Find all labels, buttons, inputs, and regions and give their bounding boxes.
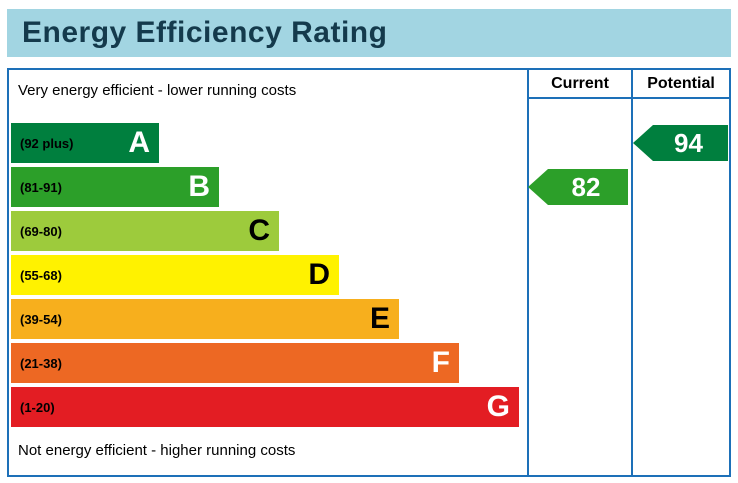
chart-frame: Current Potential Very energy efficient …	[7, 68, 731, 477]
current-column-divider	[527, 70, 529, 475]
band-range-label: (92 plus)	[20, 135, 74, 151]
band-bar-a: (92 plus) A	[11, 123, 159, 163]
potential-column-header: Potential	[647, 75, 715, 92]
band-row-f: (21-38) F	[11, 343, 519, 387]
band-range-label: (55-68)	[20, 267, 62, 283]
band-row-d: (55-68) D	[11, 255, 519, 299]
chart-title: Energy Efficiency Rating	[22, 16, 388, 49]
band-range-label: (1-20)	[20, 399, 55, 415]
bottom-note: Not energy efficient - higher running co…	[18, 442, 296, 459]
rating-bands: (92 plus) A (81-91) B (69-80) C (55-68)	[11, 123, 519, 431]
potential-column-divider	[631, 70, 633, 475]
band-bar-d: (55-68) D	[11, 255, 339, 295]
band-row-e: (39-54) E	[11, 299, 519, 343]
band-row-g: (1-20) G	[11, 387, 519, 431]
top-note: Very energy efficient - lower running co…	[18, 82, 297, 99]
band-range-label: (21-38)	[20, 355, 62, 371]
band-letter: E	[369, 302, 390, 335]
current-rating-value: 82	[571, 171, 601, 202]
band-letter: D	[308, 258, 330, 291]
band-letter: C	[248, 214, 270, 247]
band-range-label: (69-80)	[20, 223, 62, 239]
band-letter: F	[431, 346, 450, 379]
band-row-b: (81-91) B	[11, 167, 519, 211]
band-bar-e: (39-54) E	[11, 299, 399, 339]
band-row-a: (92 plus) A	[11, 123, 519, 167]
band-letter: G	[486, 390, 510, 423]
band-letter: B	[188, 170, 210, 203]
band-bar-g: (1-20) G	[11, 387, 519, 427]
current-rating-arrow: 82	[528, 169, 628, 205]
band-bar-f: (21-38) F	[11, 343, 459, 383]
band-letter: A	[128, 126, 150, 159]
chart-title-bar: Energy Efficiency Rating	[7, 9, 731, 57]
band-bar-b: (81-91) B	[11, 167, 219, 207]
potential-rating-arrow: 94	[633, 125, 728, 161]
band-range-label: (81-91)	[20, 179, 62, 195]
band-row-c: (69-80) C	[11, 211, 519, 255]
current-column-header: Current	[551, 75, 609, 92]
potential-rating-value: 94	[674, 127, 703, 158]
band-bar-c: (69-80) C	[11, 211, 279, 251]
column-header-divider	[527, 97, 729, 99]
band-range-label: (39-54)	[20, 311, 62, 327]
